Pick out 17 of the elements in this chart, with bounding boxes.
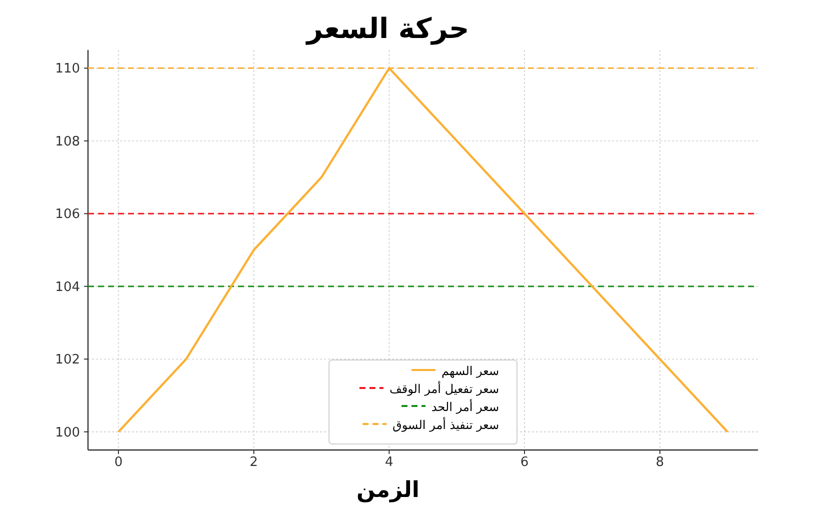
x-tick-label: 2 — [250, 455, 258, 470]
x-tick-label: 8 — [656, 455, 664, 470]
y-tick-label: 100 — [55, 425, 80, 440]
y-tick-label: 102 — [55, 352, 80, 368]
x-tick-label: 0 — [114, 455, 123, 470]
y-tick-label: 110 — [55, 62, 80, 77]
legend-label: سعر تنفيذ أمر السوق — [392, 417, 499, 432]
y-tick-label: 106 — [55, 207, 80, 222]
legend-label: سعر أمر الحد — [431, 399, 499, 414]
x-axis-title: الزمن — [356, 478, 420, 503]
chart-title: حركة السعر — [304, 12, 470, 45]
x-tick-label: 4 — [385, 455, 394, 470]
legend-label: سعر السهم — [442, 364, 499, 378]
y-tick-label: 104 — [55, 280, 80, 295]
legend-label: سعر تفعيل أمر الوقف — [389, 381, 499, 396]
y-tick-label: 108 — [55, 134, 80, 150]
x-tick-label: 6 — [520, 455, 529, 470]
